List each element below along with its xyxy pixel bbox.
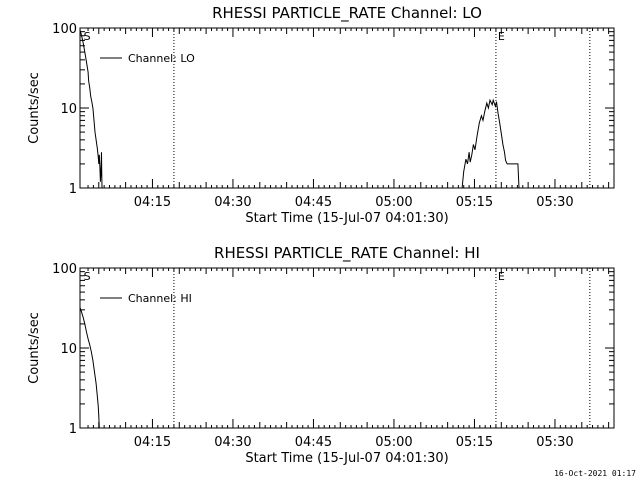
series-line: [79, 29, 103, 189]
y-tick-label: 100: [52, 22, 77, 37]
chart-title: RHESSI PARTICLE_RATE Channel: LO: [212, 4, 482, 23]
x-tick-label: 04:15: [134, 435, 171, 450]
y-axis-label: Counts/sec: [27, 72, 42, 144]
x-tick-label: 04:45: [295, 195, 332, 210]
x-tick-label: 05:15: [456, 435, 493, 450]
marker-label: E: [498, 30, 505, 43]
x-axis-label: Start Time (15-Jul-07 04:01:30): [245, 451, 448, 466]
x-tick-label: 04:15: [134, 195, 171, 210]
y-tick-label: 100: [52, 262, 77, 277]
legend-label: Channel: LO: [128, 52, 195, 65]
series-line: [79, 307, 100, 429]
y-tick-label: 1: [69, 422, 77, 437]
y-tick-label: 10: [60, 342, 77, 357]
x-tick-label: 05:00: [375, 195, 412, 210]
x-tick-label: 05:00: [375, 435, 412, 450]
x-tick-label: 05:30: [536, 435, 573, 450]
marker-label: S: [84, 270, 91, 283]
marker-label: E: [498, 270, 505, 283]
x-tick-label: 05:30: [536, 195, 573, 210]
x-axis-label: Start Time (15-Jul-07 04:01:30): [245, 211, 448, 226]
footer-timestamp: 16-Oct-2021 01:17: [554, 469, 636, 478]
y-tick-label: 10: [60, 102, 77, 117]
x-tick-label: 04:30: [214, 195, 251, 210]
x-tick-label: 04:45: [295, 435, 332, 450]
legend-label: Channel: HI: [128, 292, 192, 305]
chart-panel-hi: RHESSI PARTICLE_RATE Channel: HI 1 10 100 Co…: [27, 244, 615, 466]
y-tick-label: 1: [69, 182, 77, 197]
chart-panel-lo: RHESSI PARTICLE_RATE Channel: LO 1 10 100 Co…: [27, 4, 615, 226]
marker-label: S: [84, 30, 91, 43]
x-tick-label: 05:15: [456, 195, 493, 210]
x-tick-label: 04:30: [214, 435, 251, 450]
series-line: [461, 98, 520, 189]
y-axis-label: Counts/sec: [27, 312, 42, 384]
chart-title: RHESSI PARTICLE_RATE Channel: HI: [214, 244, 480, 263]
